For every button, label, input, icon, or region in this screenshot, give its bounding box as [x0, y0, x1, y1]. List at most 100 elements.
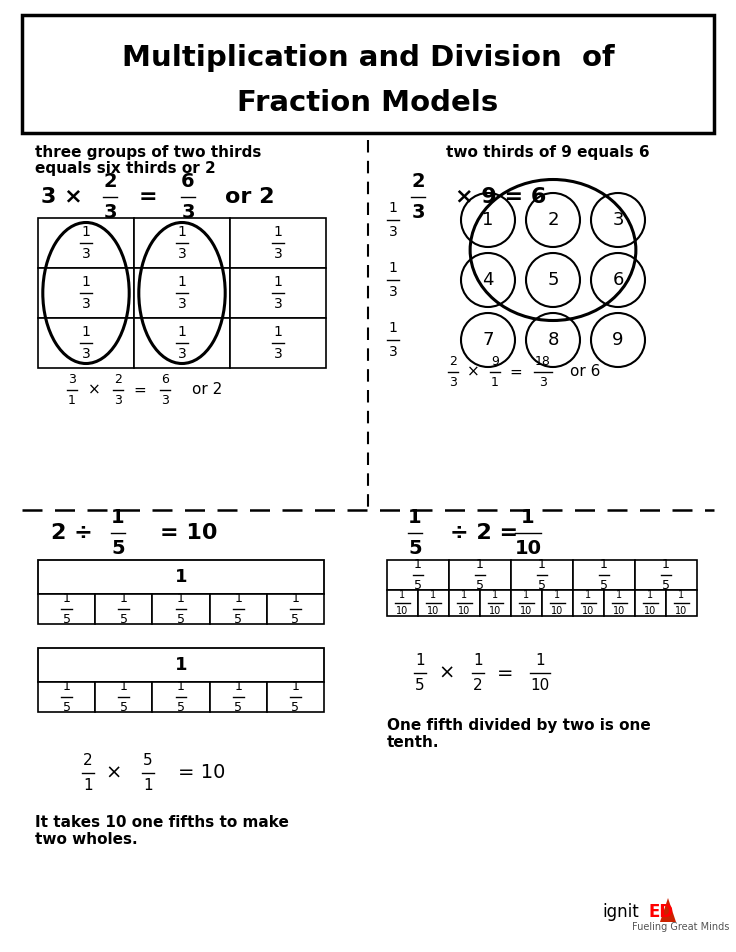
Text: 1: 1 — [120, 592, 128, 605]
Text: 3: 3 — [449, 376, 457, 389]
Text: 10: 10 — [397, 606, 408, 616]
Text: 4: 4 — [482, 271, 494, 289]
Bar — [266, 682, 324, 712]
Text: 10: 10 — [514, 539, 542, 558]
Text: Fraction Models: Fraction Models — [238, 89, 498, 117]
Text: 1: 1 — [476, 558, 484, 571]
Bar — [38, 594, 95, 624]
Text: 5: 5 — [408, 539, 422, 558]
Bar — [511, 560, 573, 590]
Text: 3: 3 — [68, 373, 76, 386]
Text: 1: 1 — [492, 590, 498, 600]
Text: 3: 3 — [181, 204, 195, 223]
Bar — [38, 268, 134, 318]
Text: 1: 1 — [120, 680, 128, 693]
Text: 1: 1 — [662, 558, 670, 571]
Text: 1: 1 — [400, 590, 406, 600]
Bar — [22, 15, 714, 133]
Text: 3: 3 — [82, 248, 91, 262]
Text: 1: 1 — [174, 656, 187, 674]
Bar — [134, 268, 230, 318]
Text: ×: × — [439, 664, 455, 683]
Text: 3: 3 — [389, 225, 397, 239]
Text: 1: 1 — [554, 590, 561, 600]
Text: 1: 1 — [68, 394, 76, 407]
Text: 1: 1 — [274, 325, 283, 339]
Text: 1: 1 — [111, 507, 125, 526]
Text: =: = — [134, 383, 146, 398]
Text: 1: 1 — [177, 225, 186, 239]
Text: 2: 2 — [103, 171, 117, 190]
Text: 1: 1 — [82, 225, 91, 239]
Bar — [635, 590, 666, 616]
Text: 2: 2 — [449, 355, 457, 368]
Text: 3: 3 — [82, 297, 91, 311]
Text: 1: 1 — [473, 653, 483, 668]
Text: 3: 3 — [161, 394, 169, 407]
Text: =: = — [138, 187, 158, 207]
Text: 1: 1 — [523, 590, 530, 600]
Text: 3: 3 — [177, 347, 186, 362]
Text: three groups of two thirds: three groups of two thirds — [35, 145, 261, 160]
Text: 1: 1 — [461, 590, 467, 600]
Bar — [573, 590, 604, 616]
Text: 10: 10 — [531, 678, 550, 693]
Text: 1: 1 — [177, 592, 185, 605]
Text: 2: 2 — [548, 211, 559, 229]
Text: 5: 5 — [291, 613, 300, 626]
Text: 1: 1 — [63, 680, 71, 693]
Text: 1: 1 — [600, 558, 608, 571]
Text: 1: 1 — [415, 653, 425, 668]
Text: 2: 2 — [114, 373, 122, 386]
Text: =: = — [497, 664, 513, 683]
Text: 3: 3 — [274, 248, 283, 262]
Text: 5: 5 — [234, 701, 242, 714]
Text: 1: 1 — [274, 274, 283, 288]
Text: 18: 18 — [535, 355, 551, 368]
Text: ×: × — [88, 383, 100, 398]
Text: It takes 10 one fifths to make
two wholes.: It takes 10 one fifths to make two whole… — [35, 815, 289, 847]
Text: 3: 3 — [114, 394, 122, 407]
Text: or 2: or 2 — [192, 383, 222, 398]
Text: 5: 5 — [177, 613, 185, 626]
Text: 1: 1 — [389, 202, 397, 215]
Text: 5: 5 — [415, 678, 425, 693]
Text: 10: 10 — [676, 606, 687, 616]
Text: 6: 6 — [612, 271, 623, 289]
Bar — [134, 318, 230, 368]
Text: 1: 1 — [408, 507, 422, 526]
Text: ignit: ignit — [602, 903, 639, 921]
Text: Fueling Great Minds: Fueling Great Minds — [632, 922, 729, 932]
Bar — [449, 560, 511, 590]
Text: 5: 5 — [476, 579, 484, 592]
Text: 3: 3 — [274, 297, 283, 311]
Text: 1: 1 — [482, 211, 494, 229]
Text: 1: 1 — [234, 680, 242, 693]
Text: 10: 10 — [489, 606, 502, 616]
Text: 10: 10 — [645, 606, 657, 616]
Text: 5: 5 — [111, 539, 125, 558]
Text: 1: 1 — [82, 325, 91, 339]
Text: 5: 5 — [600, 579, 608, 592]
Bar — [38, 560, 324, 594]
Text: 1: 1 — [535, 653, 545, 668]
Text: 5: 5 — [63, 613, 71, 626]
Text: = 10: = 10 — [160, 523, 218, 543]
Text: 1: 1 — [274, 225, 283, 239]
Text: 1: 1 — [679, 590, 684, 600]
Text: 1: 1 — [389, 262, 397, 275]
Text: 3: 3 — [82, 347, 91, 362]
Text: 6: 6 — [161, 373, 169, 386]
Text: 3: 3 — [539, 376, 547, 389]
Bar — [95, 682, 152, 712]
Text: 6: 6 — [181, 171, 195, 190]
Text: 5: 5 — [120, 701, 128, 714]
Text: 1: 1 — [174, 568, 187, 586]
Text: 10: 10 — [613, 606, 626, 616]
Bar — [210, 682, 266, 712]
Bar — [666, 590, 697, 616]
Bar — [134, 218, 230, 268]
Text: 1: 1 — [177, 325, 186, 339]
Bar — [230, 318, 326, 368]
Text: 2 ÷: 2 ÷ — [51, 523, 93, 543]
